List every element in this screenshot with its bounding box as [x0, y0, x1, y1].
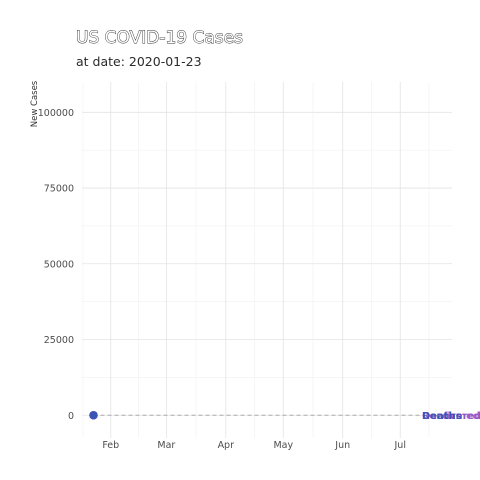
y-axis-title: New Cases	[30, 80, 40, 127]
series-end-label: Deaths	[422, 411, 462, 422]
y-tick-label: 25000	[44, 335, 74, 346]
x-tick-label: Jun	[334, 440, 350, 451]
x-tick-label: Mar	[157, 440, 175, 451]
marks-layer	[89, 411, 98, 420]
tick-label-layer: 0 25000 50000 75000 100000 Feb Mar Apr May Jun Jul	[38, 108, 406, 451]
data-point	[89, 411, 98, 420]
y-tick-label: 100000	[38, 108, 74, 119]
x-tick-label: May	[273, 440, 293, 451]
y-tick-label: 50000	[44, 259, 74, 270]
grid-layer	[82, 82, 452, 438]
x-tick-label: Feb	[102, 440, 119, 451]
y-tick-label: 75000	[44, 184, 74, 195]
x-tick-label: Jul	[394, 440, 406, 451]
y-tick-label: 0	[68, 411, 74, 422]
series-end-label: Recovered	[422, 411, 480, 422]
x-tick-label: Apr	[218, 440, 235, 451]
chart-subtitle: at date: 2020-01-23	[76, 54, 202, 69]
chart-title: US COVID-19 Cases	[76, 28, 243, 48]
series-end-label: Confirmed	[422, 411, 480, 422]
